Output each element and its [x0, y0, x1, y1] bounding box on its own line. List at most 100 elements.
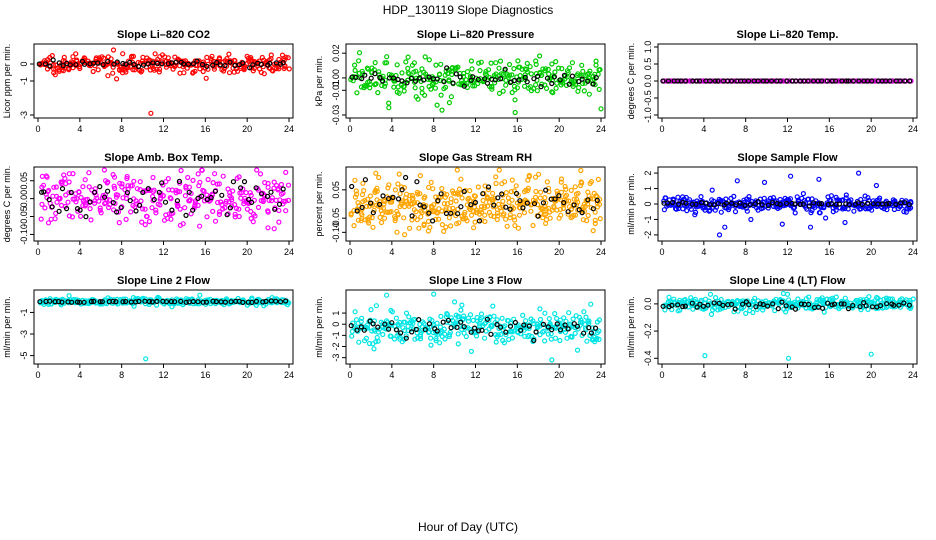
- data-point: [131, 303, 137, 309]
- data-point: [86, 170, 92, 176]
- data-point: [500, 192, 506, 198]
- data-point: [386, 196, 392, 202]
- data-point: [268, 52, 274, 58]
- data-point: [508, 189, 514, 195]
- data-point: [351, 223, 357, 229]
- panel-slope-amb-box-temp: Slope Amb. Box Temp. 0 4 8 12 16 20 24 -0.10-0.0…: [2, 152, 294, 257]
- data-point: [509, 177, 515, 183]
- x-tick-label: 16: [824, 124, 834, 134]
- data-point: [693, 78, 699, 84]
- y-tick-label: -0.01: [331, 80, 341, 101]
- data-point: [496, 90, 503, 97]
- data-point: [818, 201, 825, 207]
- data-point: [516, 212, 523, 218]
- data-point: [219, 192, 225, 198]
- data-point: [521, 83, 528, 89]
- data-point: [488, 213, 494, 219]
- data-point: [195, 202, 201, 208]
- data-point: [558, 189, 565, 195]
- panel-title: Slope Li–820 Pressure: [417, 29, 534, 41]
- data-point: [349, 328, 355, 335]
- x-tick-label: 0: [659, 124, 664, 134]
- outlier-point: [787, 173, 794, 179]
- data-point: [577, 182, 584, 189]
- x-tick-label: 20: [866, 124, 876, 134]
- data-point: [535, 73, 541, 79]
- data-point: [57, 195, 63, 201]
- data-point: [556, 193, 562, 199]
- data-point: [144, 213, 150, 220]
- data-point: [866, 78, 872, 84]
- data-point: [540, 321, 547, 327]
- data-point: [482, 212, 488, 218]
- data-point: [210, 180, 216, 186]
- data-point: [491, 202, 497, 208]
- data-point: [380, 78, 386, 84]
- y-tick-label: 0.05: [19, 172, 29, 190]
- data-point: [798, 301, 805, 307]
- data-point: [480, 191, 486, 197]
- panel-title: Slope Amb. Box Temp.: [104, 152, 223, 164]
- data-point: [162, 199, 169, 205]
- data-point: [583, 314, 589, 320]
- data-point: [698, 194, 704, 200]
- data-point: [422, 92, 428, 98]
- x-tick-label: 12: [782, 370, 792, 380]
- data-point: [574, 196, 580, 202]
- data-point: [828, 198, 834, 204]
- data-point: [511, 214, 517, 220]
- data-point: [494, 321, 500, 328]
- data-point: [666, 294, 672, 300]
- data-point: [843, 78, 850, 84]
- x-tick-label: 12: [470, 370, 480, 380]
- data-point: [192, 200, 198, 206]
- series-all-samples: [37, 47, 292, 82]
- outlier-point: [748, 216, 754, 223]
- data-point: [168, 216, 174, 222]
- data-point: [484, 80, 491, 86]
- data-point: [747, 202, 753, 208]
- data-point: [153, 207, 159, 213]
- data-point: [216, 56, 222, 62]
- data-point: [565, 209, 571, 215]
- data-point: [36, 61, 42, 67]
- data-point: [694, 304, 700, 310]
- data-point: [571, 196, 577, 202]
- outlier-point: [855, 170, 862, 176]
- data-point: [458, 307, 464, 313]
- data-point: [565, 326, 571, 332]
- data-point: [113, 76, 120, 82]
- x-tick-label: 24: [596, 124, 606, 134]
- data-point: [491, 313, 497, 319]
- data-point: [485, 184, 492, 190]
- data-point: [576, 207, 582, 213]
- outlier-point: [785, 355, 792, 361]
- x-tick-label: 12: [158, 124, 168, 134]
- data-point: [419, 210, 425, 216]
- data-point: [137, 202, 143, 208]
- data-point: [545, 331, 551, 337]
- data-point: [816, 210, 823, 216]
- data-point: [56, 208, 62, 214]
- data-point: [484, 195, 491, 201]
- data-point: [426, 321, 432, 327]
- data-point: [863, 303, 869, 309]
- data-point: [675, 302, 681, 308]
- data-point: [100, 61, 106, 68]
- data-point: [111, 185, 118, 191]
- x-tick-label: 8: [119, 124, 124, 134]
- data-point: [80, 184, 86, 190]
- data-point: [834, 78, 840, 84]
- data-point: [363, 335, 369, 341]
- y-axis-label: Licor ppm per min.: [2, 44, 12, 119]
- data-point: [236, 174, 242, 180]
- data-point: [248, 208, 254, 215]
- data-point: [401, 88, 407, 94]
- data-point: [473, 207, 479, 213]
- data-point: [462, 209, 468, 215]
- data-point: [472, 199, 478, 206]
- data-point: [81, 299, 87, 305]
- data-point: [554, 321, 560, 327]
- data-point: [522, 318, 529, 324]
- data-point: [399, 78, 405, 84]
